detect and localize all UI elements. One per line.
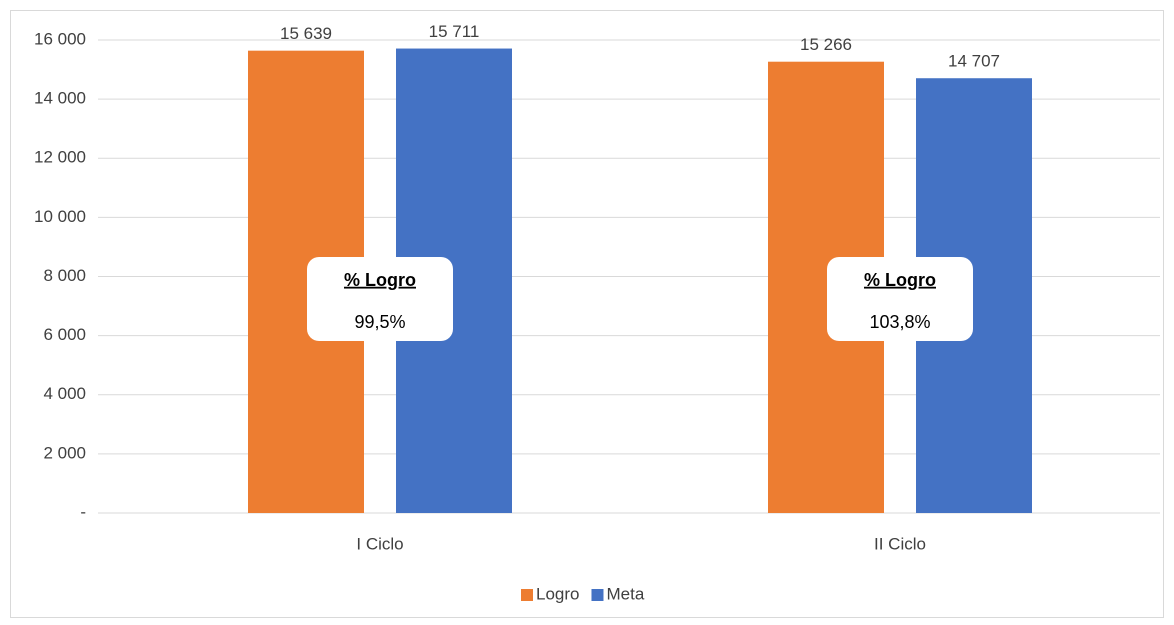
- legend-swatch: [591, 589, 604, 601]
- value-label: 15 639: [280, 24, 332, 43]
- legend-label: Logro: [536, 584, 579, 603]
- x-tick-label: I Ciclo: [356, 534, 403, 553]
- annotation-text: 99,5%: [354, 312, 405, 332]
- annotation-title: % Logro: [344, 270, 416, 290]
- value-label: 15 711: [429, 22, 480, 41]
- annotation-box: [827, 257, 973, 341]
- legend-swatch: [521, 589, 533, 601]
- y-tick-label: -: [80, 502, 86, 521]
- y-tick-label: 16 000: [34, 29, 86, 48]
- annotation-box: [307, 257, 453, 341]
- value-label: 15 266: [800, 35, 852, 54]
- y-tick-label: 6 000: [43, 325, 86, 344]
- annotation-title: % Logro: [864, 270, 936, 290]
- y-tick-label: 12 000: [34, 148, 86, 167]
- value-label: 14 707: [948, 52, 1000, 71]
- y-tick-label: 14 000: [34, 89, 86, 108]
- y-tick-label: 8 000: [43, 266, 86, 285]
- y-tick-label: 10 000: [34, 207, 86, 226]
- y-tick-label: 4 000: [43, 384, 86, 403]
- legend-label: Meta: [606, 584, 644, 603]
- y-tick-label: 2 000: [43, 443, 86, 462]
- annotation-text: 103,8%: [869, 312, 930, 332]
- x-tick-label: II Ciclo: [874, 534, 926, 553]
